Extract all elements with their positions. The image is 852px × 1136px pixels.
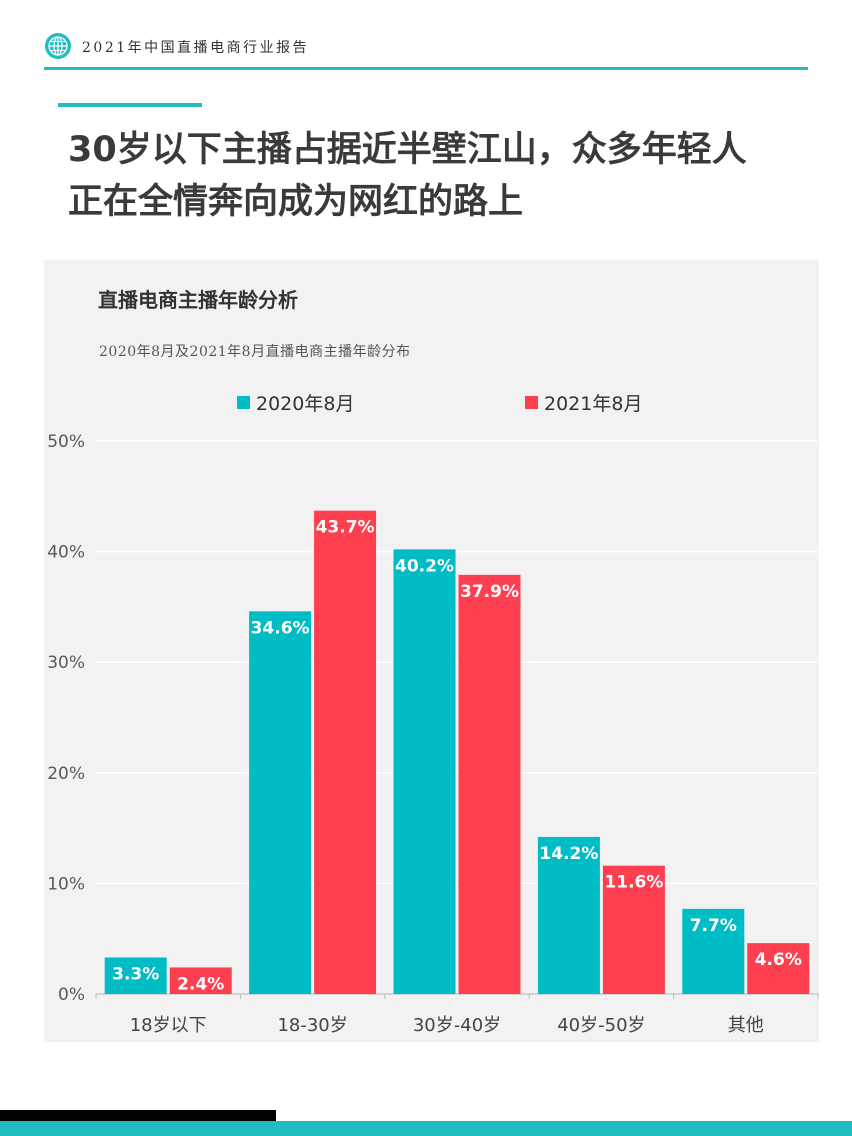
legend-swatch-2020 <box>237 395 250 409</box>
legend-item-2021: 2021年8月 <box>525 388 642 416</box>
header-divider <box>44 67 808 70</box>
y-tick-label: 50% <box>47 432 85 452</box>
data-label: 40.2% <box>395 556 454 576</box>
legend-swatch-2021 <box>525 395 538 409</box>
y-tick-label: 30% <box>47 653 85 673</box>
bar <box>104 957 167 994</box>
bar <box>249 611 312 994</box>
bar <box>682 908 745 994</box>
data-label: 14.2% <box>539 844 598 864</box>
data-label: 3.3% <box>112 965 159 985</box>
title-accent-bar <box>58 103 202 107</box>
footer-black-bar <box>0 1110 276 1123</box>
bar <box>393 549 456 994</box>
y-tick-label: 10% <box>47 874 85 894</box>
footer-teal-bar <box>0 1121 852 1136</box>
data-label: 37.9% <box>460 582 519 602</box>
legend-label-2021: 2021年8月 <box>544 392 643 415</box>
x-tick-label: 18岁以下 <box>130 1015 207 1036</box>
globe-icon <box>45 33 71 59</box>
y-tick-label: 0% <box>58 985 85 1005</box>
report-header-title: 2021年中国直播电商行业报告 <box>82 40 310 56</box>
bar <box>169 967 232 994</box>
legend-item-2020: 2020年8月 <box>237 388 354 416</box>
x-tick-label: 18-30岁 <box>277 1015 347 1036</box>
page-title: 30岁以下主播占据近半壁江山，众多年轻人 正在全情奔向成为网红的路上 <box>68 124 828 228</box>
bar <box>747 943 810 994</box>
chart-title: 直播电商主播年龄分析 <box>98 288 298 312</box>
bar <box>458 574 521 994</box>
data-label: 2.4% <box>177 974 224 994</box>
bar <box>314 510 377 994</box>
y-tick-label: 20% <box>47 764 85 784</box>
data-label: 34.6% <box>251 618 310 638</box>
bar <box>537 836 600 994</box>
data-label: 11.6% <box>604 873 663 893</box>
page-title-line-2: 正在全情奔向成为网红的路上 <box>68 182 524 222</box>
x-tick-label: 30岁-40岁 <box>413 1015 501 1036</box>
y-tick-label: 40% <box>47 543 85 563</box>
legend-label-2020: 2020年8月 <box>256 392 355 415</box>
x-tick-label: 40岁-50岁 <box>557 1015 645 1036</box>
chart-subtitle: 2020年8月及2021年8月直播电商主播年龄分布 <box>99 344 411 360</box>
page-title-line-1: 30岁以下主播占据近半壁江山，众多年轻人 <box>68 130 747 170</box>
data-label: 7.7% <box>690 916 737 936</box>
data-label: 4.6% <box>755 950 802 970</box>
bar <box>602 865 665 994</box>
data-label: 43.7% <box>316 518 375 538</box>
x-tick-label: 其他 <box>728 1015 764 1036</box>
